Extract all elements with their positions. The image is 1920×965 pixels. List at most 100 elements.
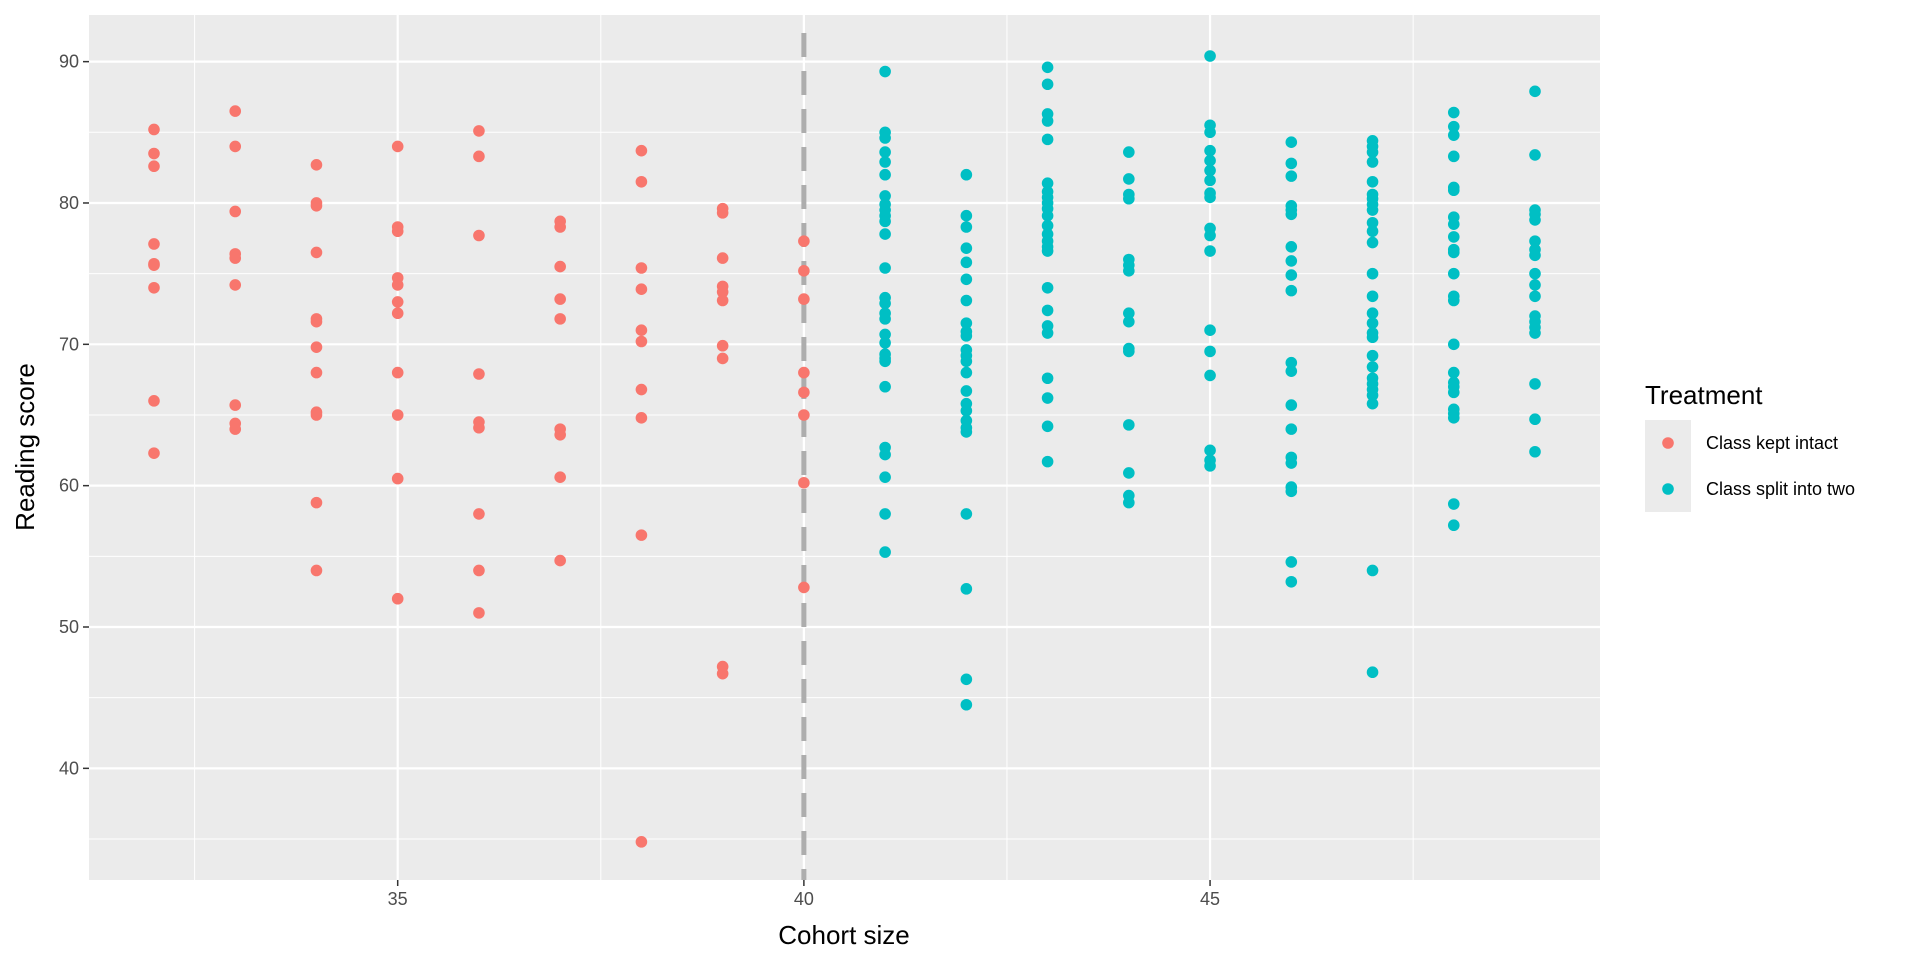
data-point xyxy=(1366,156,1379,168)
data-point xyxy=(229,105,242,117)
data-point xyxy=(798,293,810,305)
data-point xyxy=(879,337,891,349)
data-point xyxy=(960,294,973,307)
data-point xyxy=(1204,174,1216,187)
data-point xyxy=(879,65,891,78)
data-point xyxy=(1285,240,1298,253)
data-point xyxy=(1366,317,1379,329)
data-point xyxy=(229,279,242,291)
legend-label-2: Class split into two xyxy=(1706,479,1855,499)
data-point xyxy=(1285,284,1298,297)
data-point xyxy=(1447,129,1460,141)
data-point xyxy=(148,160,160,173)
data-point xyxy=(879,297,891,310)
data-point xyxy=(310,200,323,212)
data-point xyxy=(960,242,973,255)
data-point xyxy=(1285,485,1298,498)
data-point xyxy=(1123,419,1135,431)
data-point xyxy=(1366,666,1379,679)
data-point xyxy=(1285,269,1298,281)
data-point xyxy=(1123,467,1135,479)
data-point xyxy=(1366,236,1379,249)
data-point xyxy=(310,366,323,379)
data-point xyxy=(148,447,160,459)
data-point xyxy=(716,286,729,298)
data-point xyxy=(1123,146,1135,158)
data-point xyxy=(1204,154,1216,167)
axes: 40 50 60 70 80 90 35 40 45 xyxy=(59,52,1220,909)
data-point xyxy=(635,283,648,295)
data-point xyxy=(798,477,810,489)
data-point xyxy=(1041,133,1054,146)
data-point xyxy=(635,175,648,188)
data-point xyxy=(1285,575,1298,588)
data-point xyxy=(798,366,810,379)
data-point xyxy=(1041,61,1054,74)
data-point xyxy=(879,380,891,393)
data-point xyxy=(1447,231,1460,243)
x-tick-label: 40 xyxy=(794,889,814,909)
data-point xyxy=(1447,246,1460,259)
data-point xyxy=(960,583,973,595)
legend-key-2 xyxy=(1662,483,1674,495)
data-point xyxy=(310,409,323,421)
data-point xyxy=(635,529,648,541)
legend-key-1 xyxy=(1662,437,1674,449)
data-point xyxy=(1529,378,1541,390)
data-point xyxy=(1366,175,1379,188)
data-point xyxy=(1447,267,1460,280)
y-tick-label: 60 xyxy=(59,476,79,496)
legend-title: Treatment xyxy=(1645,380,1763,410)
data-point xyxy=(229,140,242,153)
data-point xyxy=(879,168,891,181)
data-point xyxy=(960,673,973,686)
data-point xyxy=(1529,290,1541,303)
data-point xyxy=(1529,214,1541,226)
data-point xyxy=(879,156,891,168)
data-point xyxy=(1285,136,1298,149)
y-axis-title: Reading score xyxy=(10,363,40,531)
data-point xyxy=(879,546,891,558)
data-point xyxy=(554,221,566,233)
data-point xyxy=(1529,235,1541,247)
data-point xyxy=(960,209,973,222)
data-point xyxy=(1447,366,1460,379)
data-point xyxy=(473,421,485,434)
data-point xyxy=(473,125,485,137)
data-point xyxy=(473,229,485,242)
data-point xyxy=(879,313,891,325)
data-point xyxy=(229,252,242,264)
data-point xyxy=(879,508,891,520)
y-tick-label: 40 xyxy=(59,758,79,778)
data-points xyxy=(148,50,1541,848)
data-point xyxy=(1447,412,1460,424)
data-point xyxy=(1204,229,1216,242)
data-point xyxy=(148,259,160,271)
data-point xyxy=(391,592,404,605)
data-point xyxy=(635,324,648,336)
data-point xyxy=(1447,294,1460,307)
data-point xyxy=(635,144,648,157)
data-point xyxy=(1366,267,1379,280)
data-point xyxy=(391,307,404,320)
data-point xyxy=(391,296,404,308)
data-point xyxy=(148,123,160,136)
legend: Treatment Class kept intact Class split i… xyxy=(1645,380,1855,512)
data-point xyxy=(960,508,973,520)
data-point xyxy=(879,448,891,461)
data-point xyxy=(1041,245,1054,257)
data-point xyxy=(1447,150,1460,163)
data-point xyxy=(1366,216,1379,229)
data-point xyxy=(1285,365,1298,377)
data-point xyxy=(798,265,810,277)
data-point xyxy=(960,404,973,417)
data-point xyxy=(1041,115,1054,127)
data-point xyxy=(148,281,160,294)
data-point xyxy=(716,294,729,307)
data-point xyxy=(1123,173,1135,185)
data-point xyxy=(798,235,810,247)
data-point xyxy=(1529,267,1541,280)
data-point xyxy=(1204,460,1216,472)
data-point xyxy=(1366,290,1379,303)
data-point xyxy=(1285,255,1298,267)
